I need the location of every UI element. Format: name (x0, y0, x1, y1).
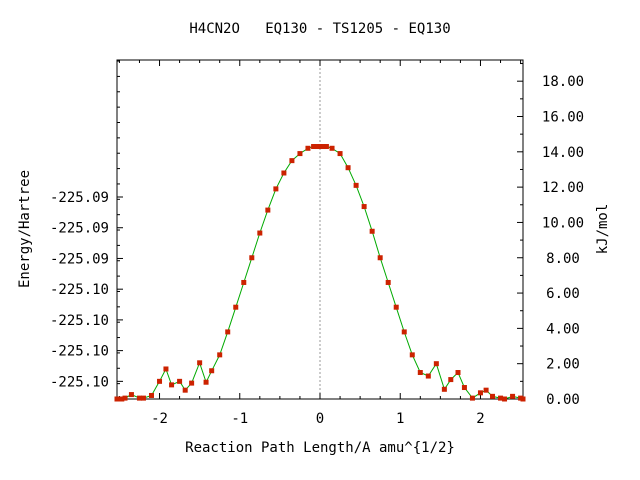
y2-tick-label: 6.00 (546, 286, 580, 302)
x-tick-label: 2 (476, 411, 484, 427)
data-point (225, 329, 231, 335)
data-point (425, 373, 431, 379)
y2-tick-label: 16.00 (542, 110, 584, 126)
y-tick-label: -225.10 (50, 344, 109, 360)
y2-tick-label: 10.00 (542, 215, 584, 231)
data-point (140, 395, 146, 401)
y-tick-label: -225.10 (50, 313, 109, 329)
x-tick-label: -1 (231, 411, 248, 427)
data-point (320, 144, 326, 150)
data-point (461, 385, 467, 391)
data-point (377, 255, 383, 261)
y-tick-label: -225.09 (50, 251, 109, 267)
data-point (177, 378, 183, 384)
y2-tick-label: 18.00 (542, 74, 584, 90)
x-axis-label: Reaction Path Length/A amu^{1/2} (185, 440, 455, 456)
data-point (257, 230, 263, 236)
data-point (233, 304, 239, 310)
data-point (323, 144, 329, 150)
data-point (502, 396, 508, 402)
x-tick-label: -2 (151, 411, 168, 427)
y2-tick-label: 12.00 (542, 180, 584, 196)
data-point (136, 395, 142, 401)
data-point (409, 352, 415, 358)
data-point (317, 144, 323, 150)
y-axis-label: Energy/Hartree (17, 170, 33, 288)
data-point (401, 329, 407, 335)
data-point (490, 393, 496, 399)
data-point (498, 395, 504, 401)
data-point (182, 387, 188, 393)
data-point (305, 145, 311, 151)
y-tick-label: -225.09 (50, 221, 109, 237)
data-point (345, 165, 351, 171)
data-point (163, 366, 169, 372)
series-points-group (114, 144, 526, 402)
data-point (249, 255, 255, 261)
data-point (353, 182, 359, 188)
data-point (217, 352, 223, 358)
data-point (157, 378, 163, 384)
data-point (329, 145, 335, 151)
y2-tick-label: 0.00 (546, 392, 580, 408)
data-point (265, 207, 271, 213)
data-point (520, 396, 526, 402)
data-point (314, 144, 320, 150)
y-tick-label: -225.10 (50, 374, 109, 390)
data-point (203, 379, 209, 385)
data-point (189, 380, 195, 386)
data-point (281, 170, 287, 176)
data-point (510, 393, 516, 399)
data-point (469, 395, 475, 401)
x-tick-label: 1 (396, 411, 404, 427)
data-point (448, 377, 454, 383)
data-point (289, 158, 295, 164)
data-point (119, 396, 125, 402)
y2-tick-label: 2.00 (546, 357, 580, 373)
data-point (149, 392, 155, 398)
data-point (417, 370, 423, 376)
y-tick-label: -225.09 (50, 190, 109, 206)
y2-axis-label: kJ/mol (595, 204, 611, 255)
chart-title: H4CN2O EQ130 - TS1205 - EQ130 (189, 21, 450, 37)
data-point (477, 390, 483, 396)
data-point (483, 387, 489, 393)
data-point (361, 204, 367, 210)
y2-tick-label: 8.00 (546, 251, 580, 267)
y2-tick-label: 4.00 (546, 321, 580, 337)
data-point (433, 361, 439, 367)
data-point (169, 382, 175, 388)
y-tick-label: -225.10 (50, 282, 109, 298)
data-point (273, 186, 279, 192)
data-point (441, 386, 447, 392)
data-point (385, 279, 391, 285)
data-point (337, 151, 343, 157)
y-axis-kj-mol: 0.00 2.00 4.00 6.00 8.00 10.00 12.00 14.00 16.00… (517, 63, 584, 408)
data-point (209, 368, 215, 374)
data-point (197, 360, 203, 366)
x-axis: -2 -1 0 1 2 (118, 60, 522, 427)
data-point (297, 151, 303, 157)
data-point (369, 228, 375, 234)
data-point (122, 395, 128, 401)
x-tick-label: 0 (316, 411, 324, 427)
data-point (128, 392, 134, 398)
data-point (455, 370, 461, 376)
data-point (311, 144, 317, 150)
y2-tick-label: 14.00 (542, 145, 584, 161)
data-point (393, 304, 399, 310)
data-point (241, 279, 247, 285)
y-axis-energy: -225.10 -225.10 -225.10 -225.10 -225.09 -225.… (50, 60, 123, 400)
